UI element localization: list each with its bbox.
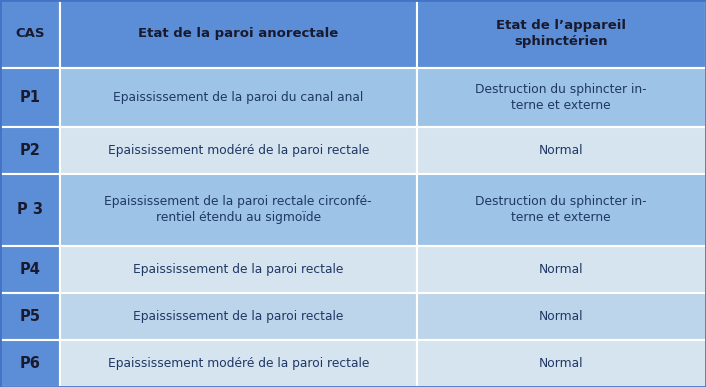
Text: P5: P5 xyxy=(20,309,40,324)
Text: CAS: CAS xyxy=(16,27,44,40)
Bar xyxy=(0,68,60,127)
Text: Epaississement de la paroi rectale circonfé-
rentiel étendu au sigmoïde: Epaississement de la paroi rectale circo… xyxy=(104,195,372,224)
Bar xyxy=(0,174,60,246)
Bar xyxy=(417,0,706,68)
Bar xyxy=(0,0,60,68)
Bar xyxy=(0,293,60,340)
Text: Epaississement modéré de la paroi rectale: Epaississement modéré de la paroi rectal… xyxy=(107,357,369,370)
Text: Epaississement de la paroi rectale: Epaississement de la paroi rectale xyxy=(133,263,343,276)
Bar xyxy=(417,68,706,127)
Bar xyxy=(60,68,417,127)
Text: P1: P1 xyxy=(20,90,40,105)
Text: Normal: Normal xyxy=(539,310,584,323)
Bar xyxy=(60,246,417,293)
Bar xyxy=(60,340,417,387)
Text: Normal: Normal xyxy=(539,263,584,276)
Bar xyxy=(60,293,417,340)
Text: Destruction du sphincter in-
terne et externe: Destruction du sphincter in- terne et ex… xyxy=(475,83,647,112)
Bar xyxy=(417,174,706,246)
Text: P4: P4 xyxy=(20,262,40,277)
Bar xyxy=(417,340,706,387)
Text: Epaississement de la paroi du canal anal: Epaississement de la paroi du canal anal xyxy=(113,91,364,104)
Text: P 3: P 3 xyxy=(17,202,43,217)
Bar xyxy=(0,246,60,293)
Text: Normal: Normal xyxy=(539,144,584,157)
Bar xyxy=(417,293,706,340)
Bar xyxy=(0,127,60,174)
Text: P2: P2 xyxy=(20,143,40,158)
Bar xyxy=(417,246,706,293)
Text: Etat de la paroi anorectale: Etat de la paroi anorectale xyxy=(138,27,338,40)
Bar xyxy=(60,174,417,246)
Text: Epaississement de la paroi rectale: Epaississement de la paroi rectale xyxy=(133,310,343,323)
Bar xyxy=(60,0,417,68)
Bar xyxy=(417,127,706,174)
Text: Epaississement modéré de la paroi rectale: Epaississement modéré de la paroi rectal… xyxy=(107,144,369,157)
Bar xyxy=(60,127,417,174)
Text: Normal: Normal xyxy=(539,357,584,370)
Bar xyxy=(0,340,60,387)
Text: Destruction du sphincter in-
terne et externe: Destruction du sphincter in- terne et ex… xyxy=(475,195,647,224)
Text: Etat de l’appareil
sphinctérien: Etat de l’appareil sphinctérien xyxy=(496,19,626,48)
Text: P6: P6 xyxy=(20,356,40,371)
